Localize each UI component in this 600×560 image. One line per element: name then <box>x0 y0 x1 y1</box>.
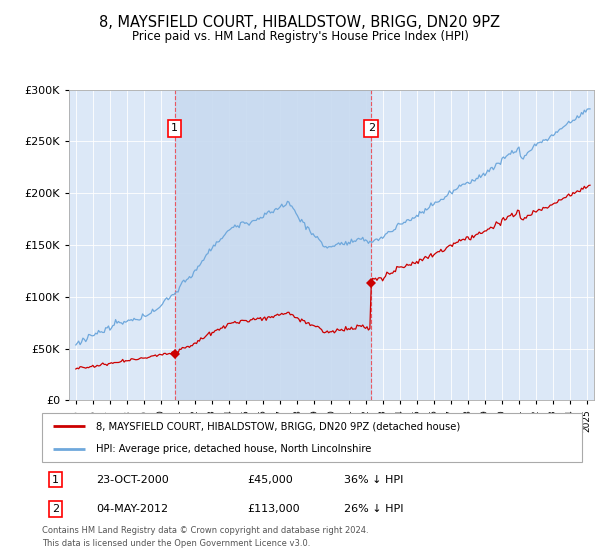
Text: 1: 1 <box>171 123 178 133</box>
Text: 2: 2 <box>368 123 375 133</box>
Text: £45,000: £45,000 <box>247 474 293 484</box>
Text: 8, MAYSFIELD COURT, HIBALDSTOW, BRIGG, DN20 9PZ: 8, MAYSFIELD COURT, HIBALDSTOW, BRIGG, D… <box>100 15 500 30</box>
Text: 23-OCT-2000: 23-OCT-2000 <box>96 474 169 484</box>
Text: HPI: Average price, detached house, North Lincolnshire: HPI: Average price, detached house, Nort… <box>96 444 371 454</box>
Bar <box>175 90 371 400</box>
Text: Contains HM Land Registry data © Crown copyright and database right 2024.: Contains HM Land Registry data © Crown c… <box>42 526 368 535</box>
Text: £113,000: £113,000 <box>247 504 300 514</box>
Text: This data is licensed under the Open Government Licence v3.0.: This data is licensed under the Open Gov… <box>42 539 310 548</box>
Text: Price paid vs. HM Land Registry's House Price Index (HPI): Price paid vs. HM Land Registry's House … <box>131 30 469 43</box>
Text: 8, MAYSFIELD COURT, HIBALDSTOW, BRIGG, DN20 9PZ (detached house): 8, MAYSFIELD COURT, HIBALDSTOW, BRIGG, D… <box>96 421 460 431</box>
Text: 26% ↓ HPI: 26% ↓ HPI <box>344 504 404 514</box>
Text: 04-MAY-2012: 04-MAY-2012 <box>96 504 168 514</box>
Text: 2: 2 <box>52 504 59 514</box>
FancyBboxPatch shape <box>42 413 582 462</box>
Text: 36% ↓ HPI: 36% ↓ HPI <box>344 474 404 484</box>
Text: 1: 1 <box>52 474 59 484</box>
